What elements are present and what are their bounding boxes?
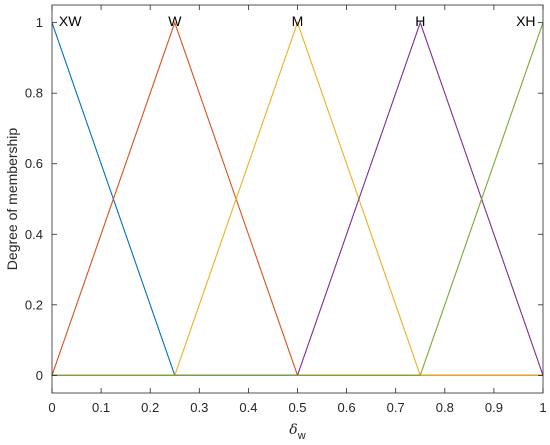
x-tick-label: 0.4 — [239, 400, 257, 415]
series-layer — [51, 20, 544, 376]
label-m: M — [292, 13, 304, 29]
label-w: W — [168, 13, 182, 29]
x-axis-label-subscript: w — [297, 430, 306, 442]
y-tick-label: 0.2 — [25, 297, 43, 312]
x-tick-label: 0 — [48, 400, 55, 415]
x-tick-label: 0.3 — [190, 400, 208, 415]
x-tick-label: 0.5 — [288, 400, 306, 415]
membership-labels: XW W M H XH — [59, 13, 536, 29]
y-tick-label: 0.6 — [25, 156, 43, 171]
x-tick-label: 0.1 — [92, 400, 110, 415]
plot-area — [52, 5, 543, 393]
x-axis-label-symbol: δ — [289, 422, 297, 438]
y-tick-label: 0.8 — [25, 86, 43, 101]
x-axis-label: δw — [289, 422, 305, 442]
x-tick-label: 0.2 — [141, 400, 159, 415]
label-h: H — [415, 13, 425, 29]
y-axis-label: Degree of membership — [4, 128, 20, 271]
y-tick-label: 1 — [36, 15, 43, 30]
label-xh: XH — [516, 13, 535, 29]
y-tick-label: 0 — [36, 368, 43, 383]
series-line-xh — [52, 22, 544, 376]
x-tick-label: 0.9 — [485, 400, 503, 415]
y-tick-label: 0.4 — [25, 227, 43, 242]
x-tick-label: 0.7 — [387, 400, 405, 415]
y-ticks: 0 0.2 0.4 0.6 0.8 1 — [25, 15, 543, 383]
x-ticks: 0 0.1 0.2 0.3 0.4 0.5 0.6 0.7 0.8 0.9 1 — [48, 5, 547, 415]
x-tick-label: 0.6 — [338, 400, 356, 415]
x-tick-label: 0.8 — [436, 400, 454, 415]
plot-background — [52, 5, 543, 393]
x-tick-label: 1 — [539, 400, 546, 415]
label-xw: XW — [59, 13, 82, 29]
